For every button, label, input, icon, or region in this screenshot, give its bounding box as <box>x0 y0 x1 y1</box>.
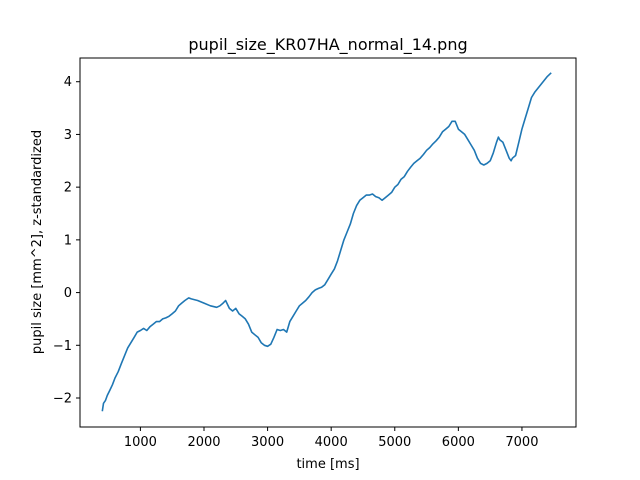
y-tick-label: 1 <box>64 233 72 248</box>
x-tick-label: 3000 <box>251 435 284 450</box>
y-tick-label: 3 <box>64 128 72 143</box>
y-axis-ticks: −2 −1 0 1 2 3 4 <box>53 75 80 407</box>
x-axis-label: time [ms] <box>296 457 359 472</box>
y-tick-label: −1 <box>53 339 72 354</box>
y-tick-label: 2 <box>64 181 72 196</box>
y-tick-label: 4 <box>64 75 72 90</box>
plot-series-group <box>101 72 552 412</box>
y-tick-label: 0 <box>64 286 72 301</box>
x-axis-ticks: 1000 2000 3000 4000 5000 6000 7000 <box>124 427 538 450</box>
chart-title: pupil_size_KR07HA_normal_14.png <box>188 35 467 55</box>
x-tick-label: 6000 <box>442 435 475 450</box>
y-axis-label: pupil size [mm^2], z-standardized <box>30 130 45 354</box>
x-tick-label: 4000 <box>315 435 348 450</box>
x-tick-label: 1000 <box>124 435 157 450</box>
series-line-0 <box>101 72 552 412</box>
y-tick-label: −2 <box>53 392 72 407</box>
x-tick-label: 7000 <box>505 435 538 450</box>
x-tick-label: 5000 <box>378 435 411 450</box>
axes-frame <box>79 57 577 428</box>
x-tick-label: 2000 <box>187 435 220 450</box>
